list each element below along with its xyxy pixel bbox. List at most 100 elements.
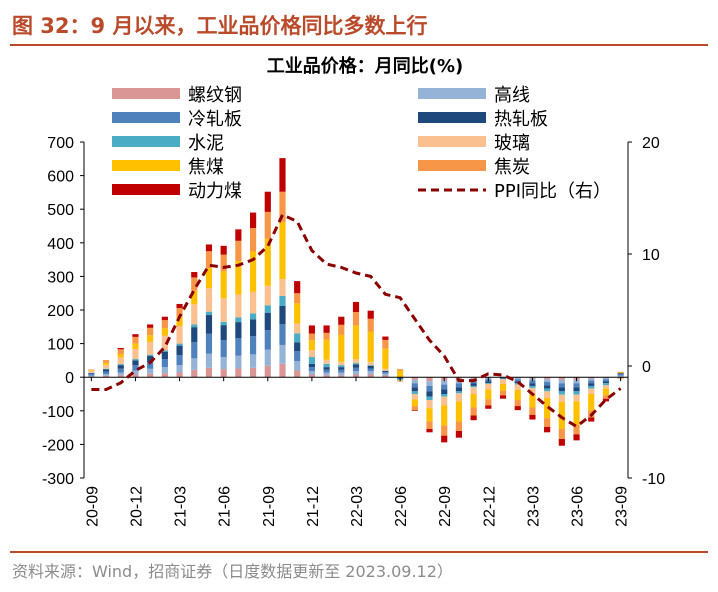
legend-label: 玻璃: [494, 133, 530, 154]
bar-segment: [441, 394, 448, 397]
bar-segment: [161, 373, 168, 378]
bar-segment: [338, 365, 345, 368]
legend-label: 螺纹钢: [188, 85, 242, 106]
bar-segment: [514, 379, 521, 382]
bar-segment: [529, 385, 536, 388]
bar-segment: [352, 312, 360, 326]
bar-segment: [352, 364, 360, 368]
bar-segment: [411, 399, 418, 407]
bar-segment: [294, 323, 301, 334]
bar-segment: [573, 383, 580, 388]
bar-segment: [191, 290, 198, 305]
x-tick-label: 23-06: [570, 486, 587, 527]
bar-segment: [102, 368, 110, 370]
bar-segment: [308, 325, 315, 334]
bar-segment: [617, 374, 624, 376]
bar-segment: [176, 303, 183, 308]
bar-segment: [367, 368, 374, 372]
bar-segment: [499, 378, 507, 380]
bar-segment: [411, 387, 418, 392]
source-note: 资料来源：Wind，招商证券（日度数据更新至 2023.09.12）: [12, 562, 453, 581]
bar-segment: [117, 365, 124, 369]
bar-segment: [455, 391, 463, 394]
bar-segment: [323, 372, 330, 376]
legend-label: PPI同比（右）: [494, 181, 611, 202]
bar-segment: [544, 426, 551, 433]
bar-segment: [205, 367, 213, 378]
y2-tick-label: -10: [642, 471, 665, 488]
bar-segment: [191, 277, 198, 291]
bar-segment: [367, 361, 374, 366]
bar-segment: [544, 391, 551, 399]
bar-segment: [249, 212, 257, 229]
bar-segment: [176, 365, 183, 373]
bar-segment: [514, 400, 521, 407]
bar-segment: [264, 211, 271, 239]
y-tick-label: 600: [47, 169, 74, 186]
bar-segment: [323, 367, 330, 370]
y-tick-label: -200: [42, 437, 74, 454]
bar-segment: [161, 359, 168, 368]
bar-segment: [161, 320, 168, 329]
bar-segment: [249, 228, 257, 252]
bar-segment: [352, 325, 360, 360]
bar-segment: [499, 383, 507, 391]
bar-segment: [485, 399, 492, 406]
legend-label: 焦煤: [188, 157, 224, 178]
bar-segment: [102, 369, 110, 372]
bar-segment: [544, 418, 551, 427]
bar-segment: [529, 387, 536, 394]
x-tick-label: 22-06: [393, 486, 410, 527]
bar-segment: [588, 417, 595, 422]
bar-segment: [191, 369, 198, 378]
bar-segment: [588, 388, 595, 394]
bar-segment: [558, 391, 565, 395]
bar-segment: [264, 238, 271, 286]
bar-segment: [235, 294, 242, 318]
bar-segment: [426, 421, 433, 429]
bar-segment: [499, 377, 507, 379]
bar-segment: [323, 363, 330, 368]
bar-segment: [588, 385, 595, 389]
bar-segment: [588, 394, 595, 411]
bar-segment: [249, 313, 257, 320]
bar-segment: [279, 305, 286, 325]
bar-segment: [308, 340, 315, 351]
legend-swatch: [418, 112, 486, 123]
bar-segment: [132, 334, 139, 337]
bar-segment: [426, 428, 433, 433]
bar-segment: [441, 396, 448, 406]
legend-label: 动力煤: [188, 181, 242, 202]
bar-segment: [426, 385, 433, 392]
bar-segment: [294, 303, 301, 324]
bar-segment: [161, 335, 168, 351]
bar-segment: [588, 378, 595, 381]
bar-segment: [323, 369, 330, 373]
bar-segment: [338, 375, 345, 378]
bar-segment: [235, 368, 242, 378]
bar-segment: [514, 383, 521, 385]
x-tick-label: 20-12: [128, 486, 145, 527]
legend-label: 水泥: [188, 133, 224, 154]
bar-segment: [411, 377, 418, 380]
y-tick-label: -100: [42, 404, 74, 421]
x-tick-label: 23-03: [525, 486, 542, 527]
bar-segment: [558, 402, 565, 429]
bar-segment: [529, 407, 536, 415]
y2-tick-label: 10: [642, 247, 660, 264]
bar-segment: [558, 383, 565, 388]
bar-segment: [88, 373, 95, 375]
legend-swatch: [418, 160, 486, 171]
bar-segment: [132, 359, 139, 361]
bar-segment: [117, 347, 124, 350]
bar-segment: [147, 324, 154, 328]
bar-segment: [588, 383, 595, 386]
bar-segment: [88, 370, 95, 373]
bar-segment: [205, 268, 213, 289]
bar-segment: [499, 379, 507, 384]
bar-segment: [294, 281, 301, 294]
bar-segment: [382, 373, 389, 376]
bar-segment: [308, 350, 315, 358]
bar-segment: [338, 361, 345, 366]
